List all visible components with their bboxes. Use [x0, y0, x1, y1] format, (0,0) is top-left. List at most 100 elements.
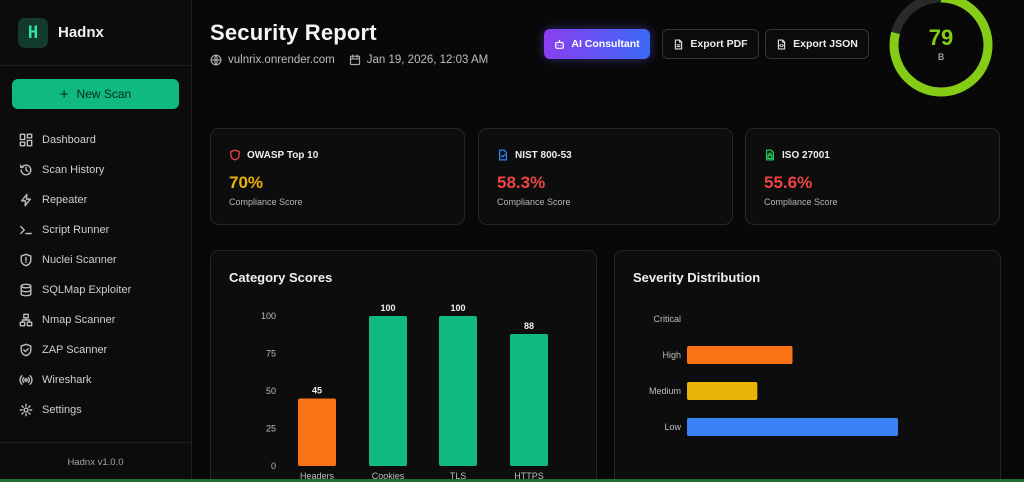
compliance-value: 55.6%: [764, 173, 813, 192]
sidebar-item-label: Repeater: [42, 194, 88, 206]
gauge-progress: [889, 0, 993, 97]
sidebar-item-label: SQLMap Exploiter: [42, 284, 132, 296]
version-label: Hadnx v1.0.0: [0, 442, 191, 482]
category-scores-chart: 0 25 50 75 100 45 Headers 100 Cookies 100 TLS 88 HTT…: [261, 303, 548, 481]
bar-value-label: 100: [380, 303, 395, 313]
file-code-icon: [777, 38, 786, 50]
bar-headers[interactable]: [298, 398, 336, 467]
export-pdf-button[interactable]: Export PDF: [662, 29, 759, 59]
sidebar-item-scan-history[interactable]: Scan History: [0, 155, 191, 185]
database-icon: [18, 283, 33, 298]
report-meta: vulnrix.onrender.com Jan 19, 2026, 12:03…: [210, 54, 502, 66]
terminal-icon: [18, 223, 33, 238]
compliance-label: Compliance Score: [229, 197, 303, 207]
bar-tls[interactable]: [439, 316, 477, 466]
y-tick-label: 75: [266, 349, 276, 359]
robot-icon: [555, 39, 565, 49]
sidebar-item-nmap-scanner[interactable]: Nmap Scanner: [0, 305, 191, 335]
y-tick-label: Critical: [653, 314, 681, 324]
score-gauge: [889, 0, 993, 97]
y-tick-label: 25: [266, 424, 276, 434]
ai-consultant-label: AI Consultant: [571, 38, 640, 50]
history-icon: [18, 163, 33, 178]
compliance-value: 58.3%: [497, 173, 546, 192]
bar-https[interactable]: [510, 334, 548, 466]
x-tick-label: TLS: [450, 471, 467, 481]
file-lock-icon: [765, 149, 775, 161]
date-text: Jan 19, 2026, 12:03 AM: [366, 54, 489, 66]
security-score: 79: [928, 25, 954, 50]
new-scan-button[interactable]: + New Scan: [12, 79, 179, 109]
x-tick-label: HTTPS: [514, 471, 544, 481]
compliance-value: 70%: [229, 173, 264, 192]
compliance-name: NIST 800-53: [515, 149, 572, 161]
sidebar-item-label: Dashboard: [42, 134, 96, 146]
y-tick-label: 0: [271, 461, 276, 471]
y-tick-label: Medium: [649, 386, 681, 396]
brand-logo: H: [18, 17, 48, 48]
sidebar-item-label: Wireshark: [42, 374, 92, 386]
category-scores-card: Category Scores 0 25 50 75 100 45 Headers 100 Co…: [210, 250, 597, 482]
brand-name: Hadnx: [58, 24, 104, 41]
sidebar: H Hadnx + New Scan Dashboard Scan Histor…: [0, 0, 192, 482]
sidebar-item-dashboard[interactable]: Dashboard: [0, 125, 191, 155]
security-grade: B: [937, 52, 945, 63]
bar-value-label: 45: [312, 386, 322, 396]
sidebar-item-settings[interactable]: Settings: [0, 395, 191, 425]
x-tick-label: Headers: [300, 471, 335, 481]
ai-consultant-button[interactable]: AI Consultant: [544, 29, 650, 59]
y-tick-label: 100: [261, 311, 276, 321]
bar-value-label: 88: [524, 321, 534, 331]
sidebar-item-script-runner[interactable]: Script Runner: [0, 215, 191, 245]
sidebar-item-zap-scanner[interactable]: ZAP Scanner: [0, 335, 191, 365]
document-icon: [675, 38, 683, 50]
bar-medium[interactable]: [687, 382, 758, 400]
sidebar-item-repeater[interactable]: Repeater: [0, 185, 191, 215]
compliance-card-header: NIST 800-53: [497, 149, 572, 161]
sidebar-nav: Dashboard Scan History Repeater Script R…: [0, 125, 191, 425]
sidebar-item-label: Scan History: [42, 164, 105, 176]
y-tick-label: Low: [664, 422, 681, 432]
dashboard-icon: [18, 133, 33, 148]
shield-icon: [18, 253, 33, 268]
compliance-name: OWASP Top 10: [247, 149, 319, 161]
compliance-label: Compliance Score: [497, 197, 571, 207]
sidebar-item-label: Nmap Scanner: [42, 314, 116, 326]
sidebar-item-nuclei-scanner[interactable]: Nuclei Scanner: [0, 245, 191, 275]
compliance-card-iso: ISO 27001 55.6% Compliance Score: [745, 128, 1000, 225]
globe-icon: [210, 54, 222, 66]
sidebar-item-label: Script Runner: [42, 224, 110, 236]
category-scores-title: Category Scores: [229, 270, 333, 285]
export-json-label: Export JSON: [793, 38, 858, 50]
date-info: Jan 19, 2026, 12:03 AM: [349, 54, 488, 66]
bar-value-label: 100: [450, 303, 465, 313]
export-json-button[interactable]: Export JSON: [765, 29, 869, 59]
bar-high[interactable]: [687, 346, 793, 364]
network-icon: [18, 313, 33, 328]
y-tick-label: 50: [266, 386, 276, 396]
brand[interactable]: H Hadnx: [0, 0, 191, 66]
shield-icon: [230, 149, 240, 161]
sidebar-item-label: Settings: [42, 404, 82, 416]
sidebar-item-sqlmap-exploiter[interactable]: SQLMap Exploiter: [0, 275, 191, 305]
bar-low[interactable]: [687, 418, 898, 436]
export-pdf-label: Export PDF: [690, 38, 748, 50]
broadcast-icon: [18, 373, 33, 388]
sidebar-item-wireshark[interactable]: Wireshark: [0, 365, 191, 395]
x-tick-label: Cookies: [372, 471, 405, 481]
severity-distribution-chart: Critical High Medium Low: [649, 314, 898, 436]
severity-distribution-card: Severity Distribution Critical High Medium…: [614, 250, 1001, 482]
y-tick-label: High: [662, 350, 681, 360]
sidebar-item-label: Nuclei Scanner: [42, 254, 117, 266]
calendar-icon: [349, 54, 360, 66]
compliance-card-nist: NIST 800-53 58.3% Compliance Score: [478, 128, 733, 225]
compliance-label: Compliance Score: [764, 197, 838, 207]
shield-check-icon: [18, 343, 33, 358]
lightning-icon: [18, 193, 33, 208]
sidebar-item-label: ZAP Scanner: [42, 344, 108, 356]
compliance-card-owasp: OWASP Top 10 70% Compliance Score: [210, 128, 465, 225]
bar-cookies[interactable]: [369, 316, 407, 466]
document-icon: [498, 149, 508, 161]
bottom-accent-line: [0, 479, 1024, 482]
severity-distribution-title: Severity Distribution: [633, 270, 761, 285]
